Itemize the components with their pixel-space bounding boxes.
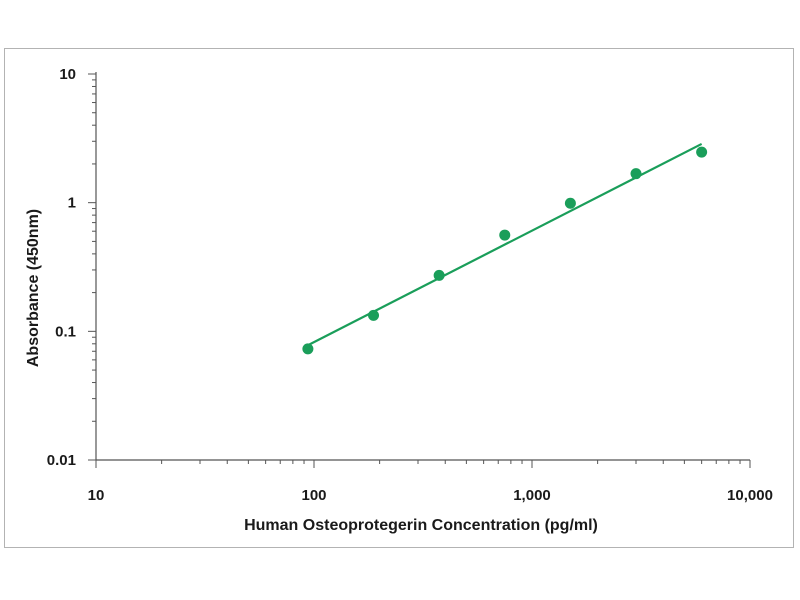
- x-tick-label: 100: [301, 487, 326, 504]
- data-points: [302, 146, 708, 355]
- y-tick-label: 1: [68, 195, 76, 212]
- y-tick-label: 0.1: [55, 323, 76, 340]
- axes: [95, 72, 750, 461]
- data-point: [368, 309, 380, 321]
- x-tick-label: 10: [88, 487, 105, 504]
- fit-line-group: [307, 142, 703, 347]
- data-point: [302, 343, 314, 355]
- y-tick-label: 10: [59, 66, 76, 83]
- y-axis-title: Absorbance (450nm): [25, 209, 42, 367]
- tick-labels: 10 100 1,000 10,000 0.01 0.1 1 10: [47, 66, 773, 504]
- ticks: [88, 73, 751, 468]
- x-tick-label: 10,000: [727, 487, 773, 504]
- data-point: [499, 229, 511, 241]
- fit-line: [307, 142, 703, 347]
- x-tick-label: 1,000: [513, 487, 551, 504]
- data-point: [696, 146, 708, 158]
- y-tick-label: 0.01: [47, 452, 76, 469]
- data-point: [564, 197, 576, 209]
- x-axis-title: Human Osteoprotegerin Concentration (pg/…: [244, 517, 598, 534]
- data-point: [433, 269, 445, 281]
- data-point: [630, 168, 642, 180]
